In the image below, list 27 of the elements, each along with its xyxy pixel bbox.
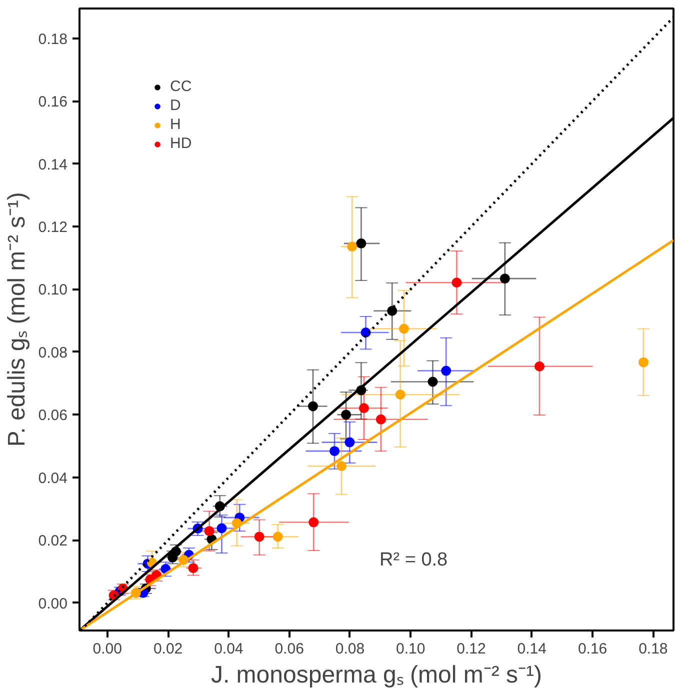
- x-tick-label: 0.04: [214, 640, 244, 658]
- y-tick-label: 0.18: [38, 30, 68, 48]
- x-tick-label: 0.12: [456, 640, 486, 658]
- legend-label: H: [170, 116, 182, 133]
- y-tick-label: 0.02: [38, 532, 68, 550]
- x-tick-label: 0.02: [153, 640, 183, 658]
- x-axis-title: J. monosperma gₛ (mol m⁻² s⁻¹): [210, 662, 542, 688]
- y-tick-label: 0.08: [38, 344, 68, 362]
- y-tick-label: 0.06: [38, 407, 68, 424]
- x-tick-label: 0.18: [638, 640, 668, 658]
- legend-label: CC: [170, 78, 192, 95]
- x-tick-label: 0.00: [92, 640, 122, 658]
- y-tick-label: 0.12: [38, 219, 68, 236]
- legend-label: HD: [170, 135, 192, 152]
- x-tick-label: 0.06: [274, 640, 304, 658]
- x-tick-label: 0.10: [396, 640, 426, 658]
- x-tick-label: 0.14: [517, 640, 547, 658]
- y-tick-label: 0.00: [38, 595, 68, 612]
- annotation: R² = 0.8: [380, 550, 448, 570]
- y-tick-label: 0.16: [38, 94, 68, 111]
- x-tick-label: 0.16: [578, 640, 608, 658]
- y-tick-label: 0.10: [38, 282, 68, 299]
- y-axis-title: P. edulis gₛ (mol m⁻² s⁻¹): [3, 192, 30, 447]
- y-tick-label: 0.14: [38, 156, 68, 174]
- legend-label: D: [170, 97, 182, 114]
- y-tick-label: 0.04: [38, 470, 68, 487]
- x-tick-label: 0.08: [335, 640, 365, 658]
